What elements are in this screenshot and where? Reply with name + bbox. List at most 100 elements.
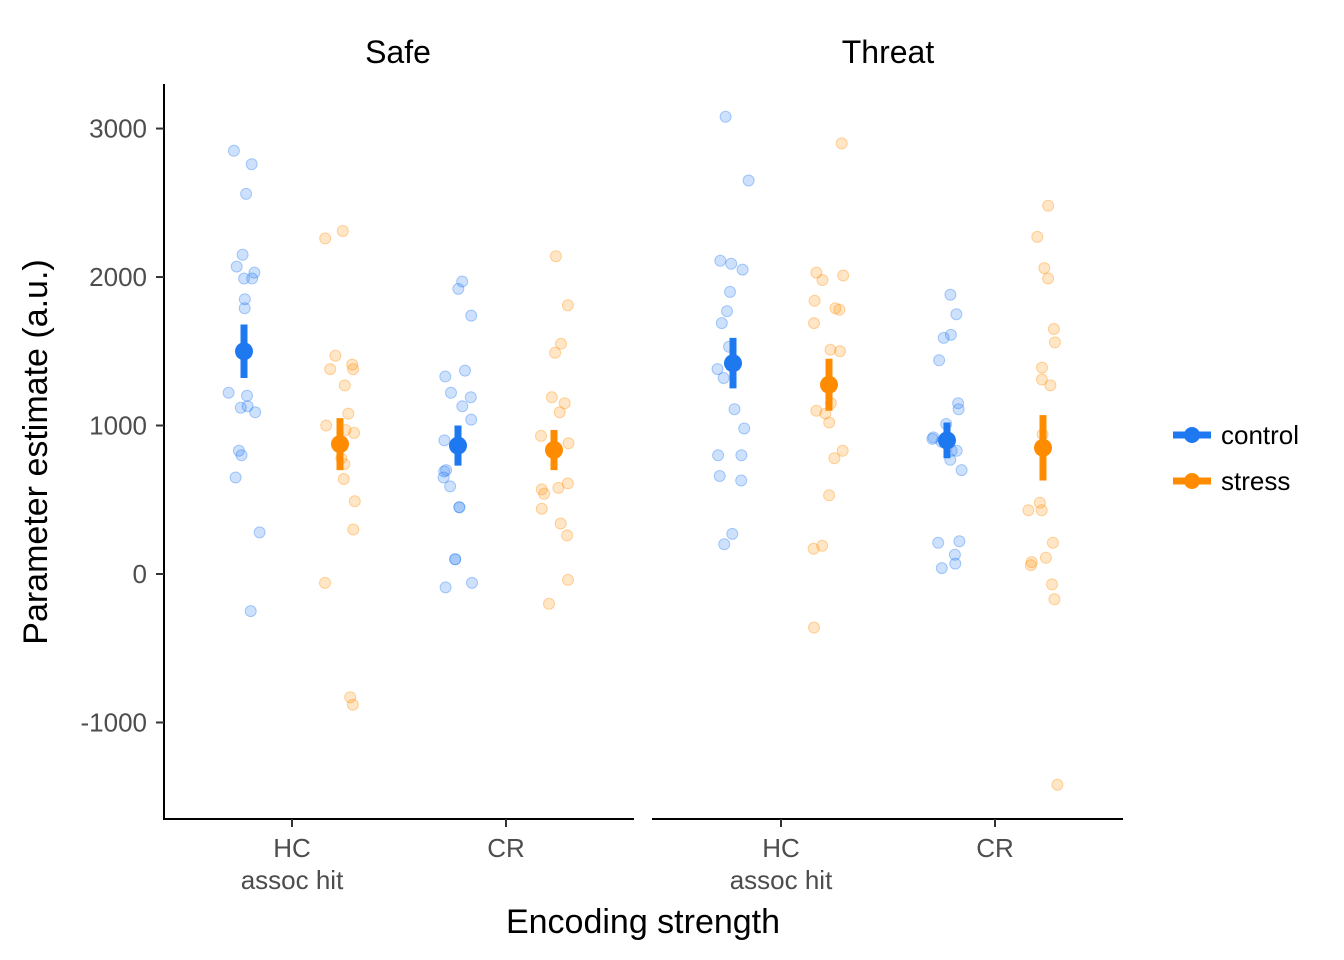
data-point-stress xyxy=(816,274,829,286)
data-point-control xyxy=(253,526,266,539)
data-point-stress xyxy=(808,621,820,634)
data-point-control xyxy=(464,391,477,404)
data-point-stress xyxy=(337,473,350,485)
data-point-control xyxy=(465,309,478,322)
data-point-control xyxy=(735,449,748,462)
data-point-control xyxy=(948,548,961,561)
data-point-stress xyxy=(807,542,820,555)
data-point-stress xyxy=(829,302,842,315)
data-point-stress xyxy=(338,379,351,392)
data-point-control xyxy=(933,354,946,367)
data-point-control xyxy=(438,434,451,447)
data-point-stress xyxy=(808,294,821,307)
data-point-control xyxy=(711,363,724,376)
data-point-stress xyxy=(1036,361,1048,374)
legend-key-point-stress xyxy=(1184,473,1200,489)
data-point-stress xyxy=(554,517,567,530)
y-tick-label: -1000 xyxy=(81,707,148,737)
data-point-control xyxy=(449,553,462,566)
data-point-stress xyxy=(823,489,836,502)
legend: control stress xyxy=(1173,420,1299,496)
data-point-control xyxy=(713,470,726,482)
data-point-control xyxy=(955,464,968,477)
data-point-stress xyxy=(342,407,355,420)
data-point-control xyxy=(230,260,243,273)
legend-key-point-control xyxy=(1184,427,1200,443)
data-point-stress xyxy=(561,477,574,490)
data-point-control xyxy=(240,187,253,200)
data-point-control xyxy=(728,403,741,416)
data-point-stress xyxy=(823,416,836,429)
data-point-control xyxy=(721,305,733,318)
data-point-stress xyxy=(1025,556,1038,569)
data-point-stress xyxy=(558,397,571,410)
data-point-stress xyxy=(810,404,823,417)
data-point-stress xyxy=(320,419,333,432)
data-point-stress xyxy=(324,363,337,376)
data-point-control xyxy=(439,370,452,383)
y-tick-label: 3000 xyxy=(89,114,147,144)
x-tick-sublabel-threat-hc: assoc hit xyxy=(730,865,833,895)
panel-title-threat: Threat xyxy=(842,34,935,70)
data-point-control xyxy=(735,474,748,487)
data-point-control xyxy=(244,605,257,618)
data-point-control xyxy=(456,400,469,413)
data-point-stress xyxy=(348,426,361,439)
plot-area xyxy=(222,110,1064,791)
data-point-control xyxy=(232,444,245,457)
data-point-control xyxy=(229,471,242,484)
y-tick-label: 0 xyxy=(133,559,147,589)
data-point-control xyxy=(238,302,251,315)
mean-point-stress xyxy=(331,435,349,454)
data-point-control xyxy=(926,432,939,445)
legend-label-control: control xyxy=(1221,420,1299,450)
data-point-control xyxy=(437,471,450,484)
data-point-stress xyxy=(562,573,574,586)
y-tick-label: 2000 xyxy=(89,262,147,292)
data-point-stress xyxy=(816,539,829,552)
mean-point-stress xyxy=(545,441,563,459)
y-tick-label: 1000 xyxy=(89,411,147,441)
data-point-control xyxy=(459,364,471,377)
data-point-control xyxy=(944,288,957,301)
data-point-stress xyxy=(1046,536,1059,549)
data-point-stress xyxy=(1035,504,1048,517)
data-point-stress xyxy=(1033,496,1046,509)
mean-point-stress xyxy=(820,375,838,394)
data-point-stress xyxy=(1038,262,1051,275)
mean-point-control xyxy=(235,342,253,361)
data-point-stress xyxy=(1047,323,1060,335)
data-point-stress xyxy=(543,597,555,610)
data-point-control xyxy=(222,386,235,399)
data-point-control xyxy=(719,110,732,123)
data-point-control xyxy=(440,464,453,477)
legend-label-stress: stress xyxy=(1221,466,1290,496)
data-point-stress xyxy=(336,225,349,237)
data-point-control xyxy=(238,272,251,285)
y-axis-ticks: -1000 0 1000 2000 3000 xyxy=(81,114,164,737)
data-point-control xyxy=(736,263,749,276)
x-tick-label-safe-cr: CR xyxy=(487,833,525,863)
data-point-stress xyxy=(553,406,566,419)
data-point-control xyxy=(715,317,728,330)
data-point-control xyxy=(937,331,950,344)
mean-point-control xyxy=(938,431,956,450)
data-point-control xyxy=(453,501,466,514)
data-point-control xyxy=(742,174,755,187)
data-point-stress xyxy=(1022,504,1035,517)
data-point-control xyxy=(952,397,965,410)
x-tick-label-threat-hc: HC xyxy=(762,833,800,863)
data-point-stress xyxy=(810,266,823,279)
data-point-stress xyxy=(346,358,359,371)
data-point-stress xyxy=(836,444,849,457)
x-tick-label-threat-cr: CR xyxy=(976,833,1014,863)
data-point-stress xyxy=(819,407,832,420)
data-point-stress xyxy=(347,523,360,536)
data-point-control xyxy=(227,144,240,157)
data-point-stress xyxy=(1042,199,1055,212)
data-point-stress xyxy=(1044,379,1057,392)
data-point-stress xyxy=(1042,272,1055,285)
data-point-control xyxy=(241,389,253,402)
data-point-stress xyxy=(835,137,848,150)
